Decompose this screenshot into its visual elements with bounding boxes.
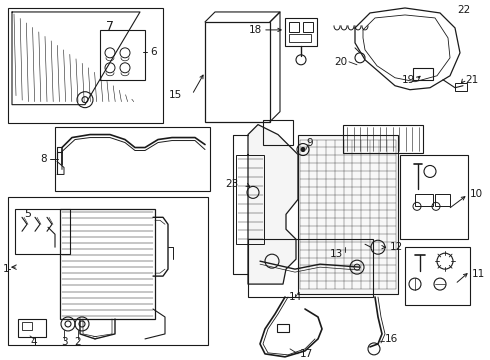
Bar — [55, 127, 210, 192]
Bar — [236, 154, 264, 244]
Text: 3: 3 — [61, 337, 67, 347]
Text: 7: 7 — [106, 21, 114, 33]
Text: 17: 17 — [300, 349, 313, 359]
Bar — [8, 197, 208, 345]
Text: 5: 5 — [24, 209, 31, 219]
Bar — [277, 324, 289, 332]
Text: 18: 18 — [249, 25, 262, 35]
Text: 14: 14 — [289, 292, 302, 302]
Bar — [285, 18, 317, 46]
Bar — [405, 247, 470, 305]
Text: 9: 9 — [306, 138, 313, 148]
Text: 15: 15 — [169, 90, 182, 100]
Text: 12: 12 — [390, 242, 403, 252]
Text: 4: 4 — [31, 337, 37, 347]
Text: 19: 19 — [402, 75, 415, 85]
Text: 23: 23 — [225, 179, 238, 189]
Text: 21: 21 — [465, 75, 478, 85]
Bar — [415, 194, 433, 206]
Bar — [413, 68, 433, 80]
Text: 20: 20 — [334, 57, 347, 67]
Text: 10: 10 — [470, 189, 483, 199]
Text: 2: 2 — [74, 337, 81, 347]
Bar — [22, 322, 32, 330]
Bar — [263, 120, 293, 144]
Bar — [205, 22, 270, 122]
Bar — [303, 22, 313, 32]
Text: 22: 22 — [457, 5, 470, 15]
Text: 16: 16 — [385, 334, 398, 344]
Text: 1: 1 — [3, 264, 10, 274]
Bar — [15, 209, 70, 254]
Bar — [18, 319, 46, 337]
Polygon shape — [248, 125, 298, 284]
Bar — [289, 22, 299, 32]
Bar — [343, 125, 423, 153]
Text: 13: 13 — [330, 249, 343, 259]
Bar — [435, 194, 450, 206]
Bar — [60, 209, 155, 319]
Bar — [289, 34, 311, 42]
Bar — [298, 135, 398, 294]
Text: 8: 8 — [40, 154, 47, 165]
Bar — [248, 239, 373, 297]
Text: 6: 6 — [150, 47, 157, 57]
Bar — [8, 8, 163, 123]
Circle shape — [301, 148, 305, 152]
Bar — [455, 83, 467, 91]
Text: 11: 11 — [472, 269, 485, 279]
Bar — [400, 154, 468, 239]
Bar — [100, 30, 145, 80]
Polygon shape — [12, 12, 140, 105]
